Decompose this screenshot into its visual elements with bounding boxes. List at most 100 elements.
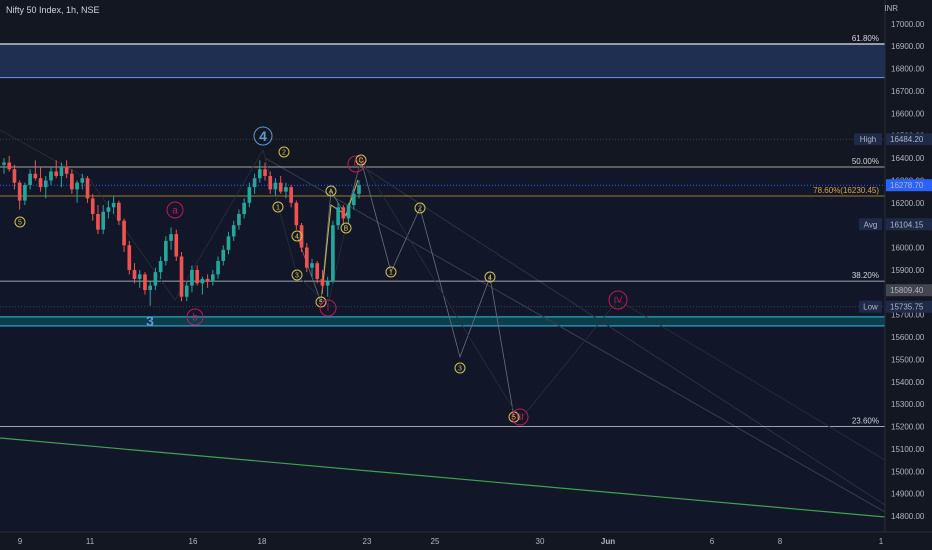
wave-label-ring — [454, 362, 466, 374]
wave-label-text: 3 — [146, 313, 154, 329]
candle — [132, 263, 137, 284]
candle — [195, 265, 199, 286]
wave-label-text: 3 — [295, 272, 299, 279]
wave-label: 2 — [414, 202, 426, 214]
x-tick-label: 25 — [431, 537, 440, 546]
wave-label-text: 2 — [282, 149, 286, 156]
wave-label-ring — [319, 299, 337, 317]
candle-body — [174, 234, 179, 257]
candle — [122, 218, 126, 253]
trendline — [359, 164, 886, 506]
candle — [284, 182, 288, 199]
price-axis[interactable] — [885, 0, 932, 550]
wave-projection — [0, 129, 886, 461]
candle-body — [294, 202, 299, 226]
x-tick-label: 11 — [86, 537, 95, 546]
candle — [216, 256, 220, 279]
wave-label: b — [186, 308, 204, 326]
candle-body — [38, 178, 43, 188]
wave-label: 4 — [291, 230, 303, 242]
y-tick-label: 15200.00 — [891, 423, 925, 432]
candle-body — [106, 207, 111, 212]
candle — [38, 167, 43, 192]
fib-level-label: 61.80% — [852, 34, 879, 43]
wave-label-text: a — [172, 206, 178, 217]
price-badge-value: 15809.40 — [890, 286, 924, 295]
candle-body — [289, 187, 293, 203]
last-price-text: 16278.70 — [890, 181, 924, 190]
price-badge-label: Avg — [864, 220, 878, 229]
candle — [320, 269, 325, 291]
candle-body — [143, 274, 147, 291]
candle — [153, 267, 158, 291]
wave-label-ring — [14, 216, 26, 228]
candle-body — [169, 234, 173, 241]
candle — [331, 220, 335, 284]
candle — [179, 252, 184, 302]
candle-body — [252, 178, 257, 188]
candle-body — [325, 281, 330, 286]
candle — [226, 231, 231, 255]
candle — [169, 227, 173, 250]
candle — [106, 200, 111, 219]
candle-body — [237, 214, 241, 226]
candle-body — [226, 236, 231, 250]
wave-label-text: 1 — [389, 269, 393, 276]
price-badge-tag — [859, 300, 882, 313]
candle — [12, 164, 17, 190]
y-tick-label: 16900.00 — [891, 42, 925, 51]
candle — [148, 281, 153, 306]
price-badge-value: 15735.75 — [890, 303, 924, 312]
candle-body — [190, 269, 194, 286]
candle-body — [205, 278, 210, 282]
candle-body — [101, 211, 106, 230]
candle-body — [184, 285, 189, 297]
wave-label-ring — [253, 126, 273, 146]
wave-label: C — [355, 154, 367, 166]
candle — [158, 256, 163, 279]
candle — [310, 258, 314, 277]
price-badge-box — [886, 284, 932, 297]
wave-label: 2 — [278, 146, 290, 158]
candle-body — [17, 182, 22, 201]
candle — [137, 269, 142, 288]
wave-label: I — [319, 299, 337, 317]
price-badge-label: High — [860, 135, 876, 144]
wave-label-ring — [278, 146, 290, 158]
wave-label-text: 5 — [18, 219, 22, 226]
y-tick-label: 16800.00 — [891, 65, 925, 74]
wave-label-ring — [186, 308, 204, 326]
wave-label-text: A — [329, 188, 334, 195]
symbol-title: Nifty 50 Index, 1h, NSE — [6, 5, 100, 15]
time-axis[interactable] — [0, 532, 932, 550]
y-tick-label: 15100.00 — [891, 445, 925, 454]
candle — [174, 229, 179, 261]
wave-label: 4 — [253, 126, 273, 146]
candle — [263, 162, 267, 181]
candle — [190, 265, 194, 293]
candle-body — [304, 247, 309, 268]
fib-level-label: 50.00% — [852, 157, 879, 166]
candle-body — [200, 278, 205, 284]
candle — [127, 240, 132, 275]
candle-body — [117, 202, 121, 221]
candle — [268, 171, 273, 194]
y-tick-label: 16000.00 — [891, 244, 925, 253]
wave-label-ring — [385, 266, 397, 278]
price-badge-box — [886, 300, 932, 313]
candle-body — [2, 162, 6, 165]
candle — [205, 274, 210, 288]
wave-label-text: 1 — [276, 204, 280, 211]
candle-body — [59, 167, 64, 176]
x-tick-label: 23 — [363, 537, 372, 546]
wave-label: 5 — [14, 216, 26, 228]
candle — [200, 276, 205, 295]
candle — [64, 160, 69, 179]
candle — [252, 173, 257, 194]
candle-body — [75, 182, 79, 190]
candle — [221, 245, 226, 266]
x-tick-label: 18 — [258, 537, 267, 546]
candle-body — [54, 171, 59, 176]
wave-label: 3 — [454, 362, 466, 374]
